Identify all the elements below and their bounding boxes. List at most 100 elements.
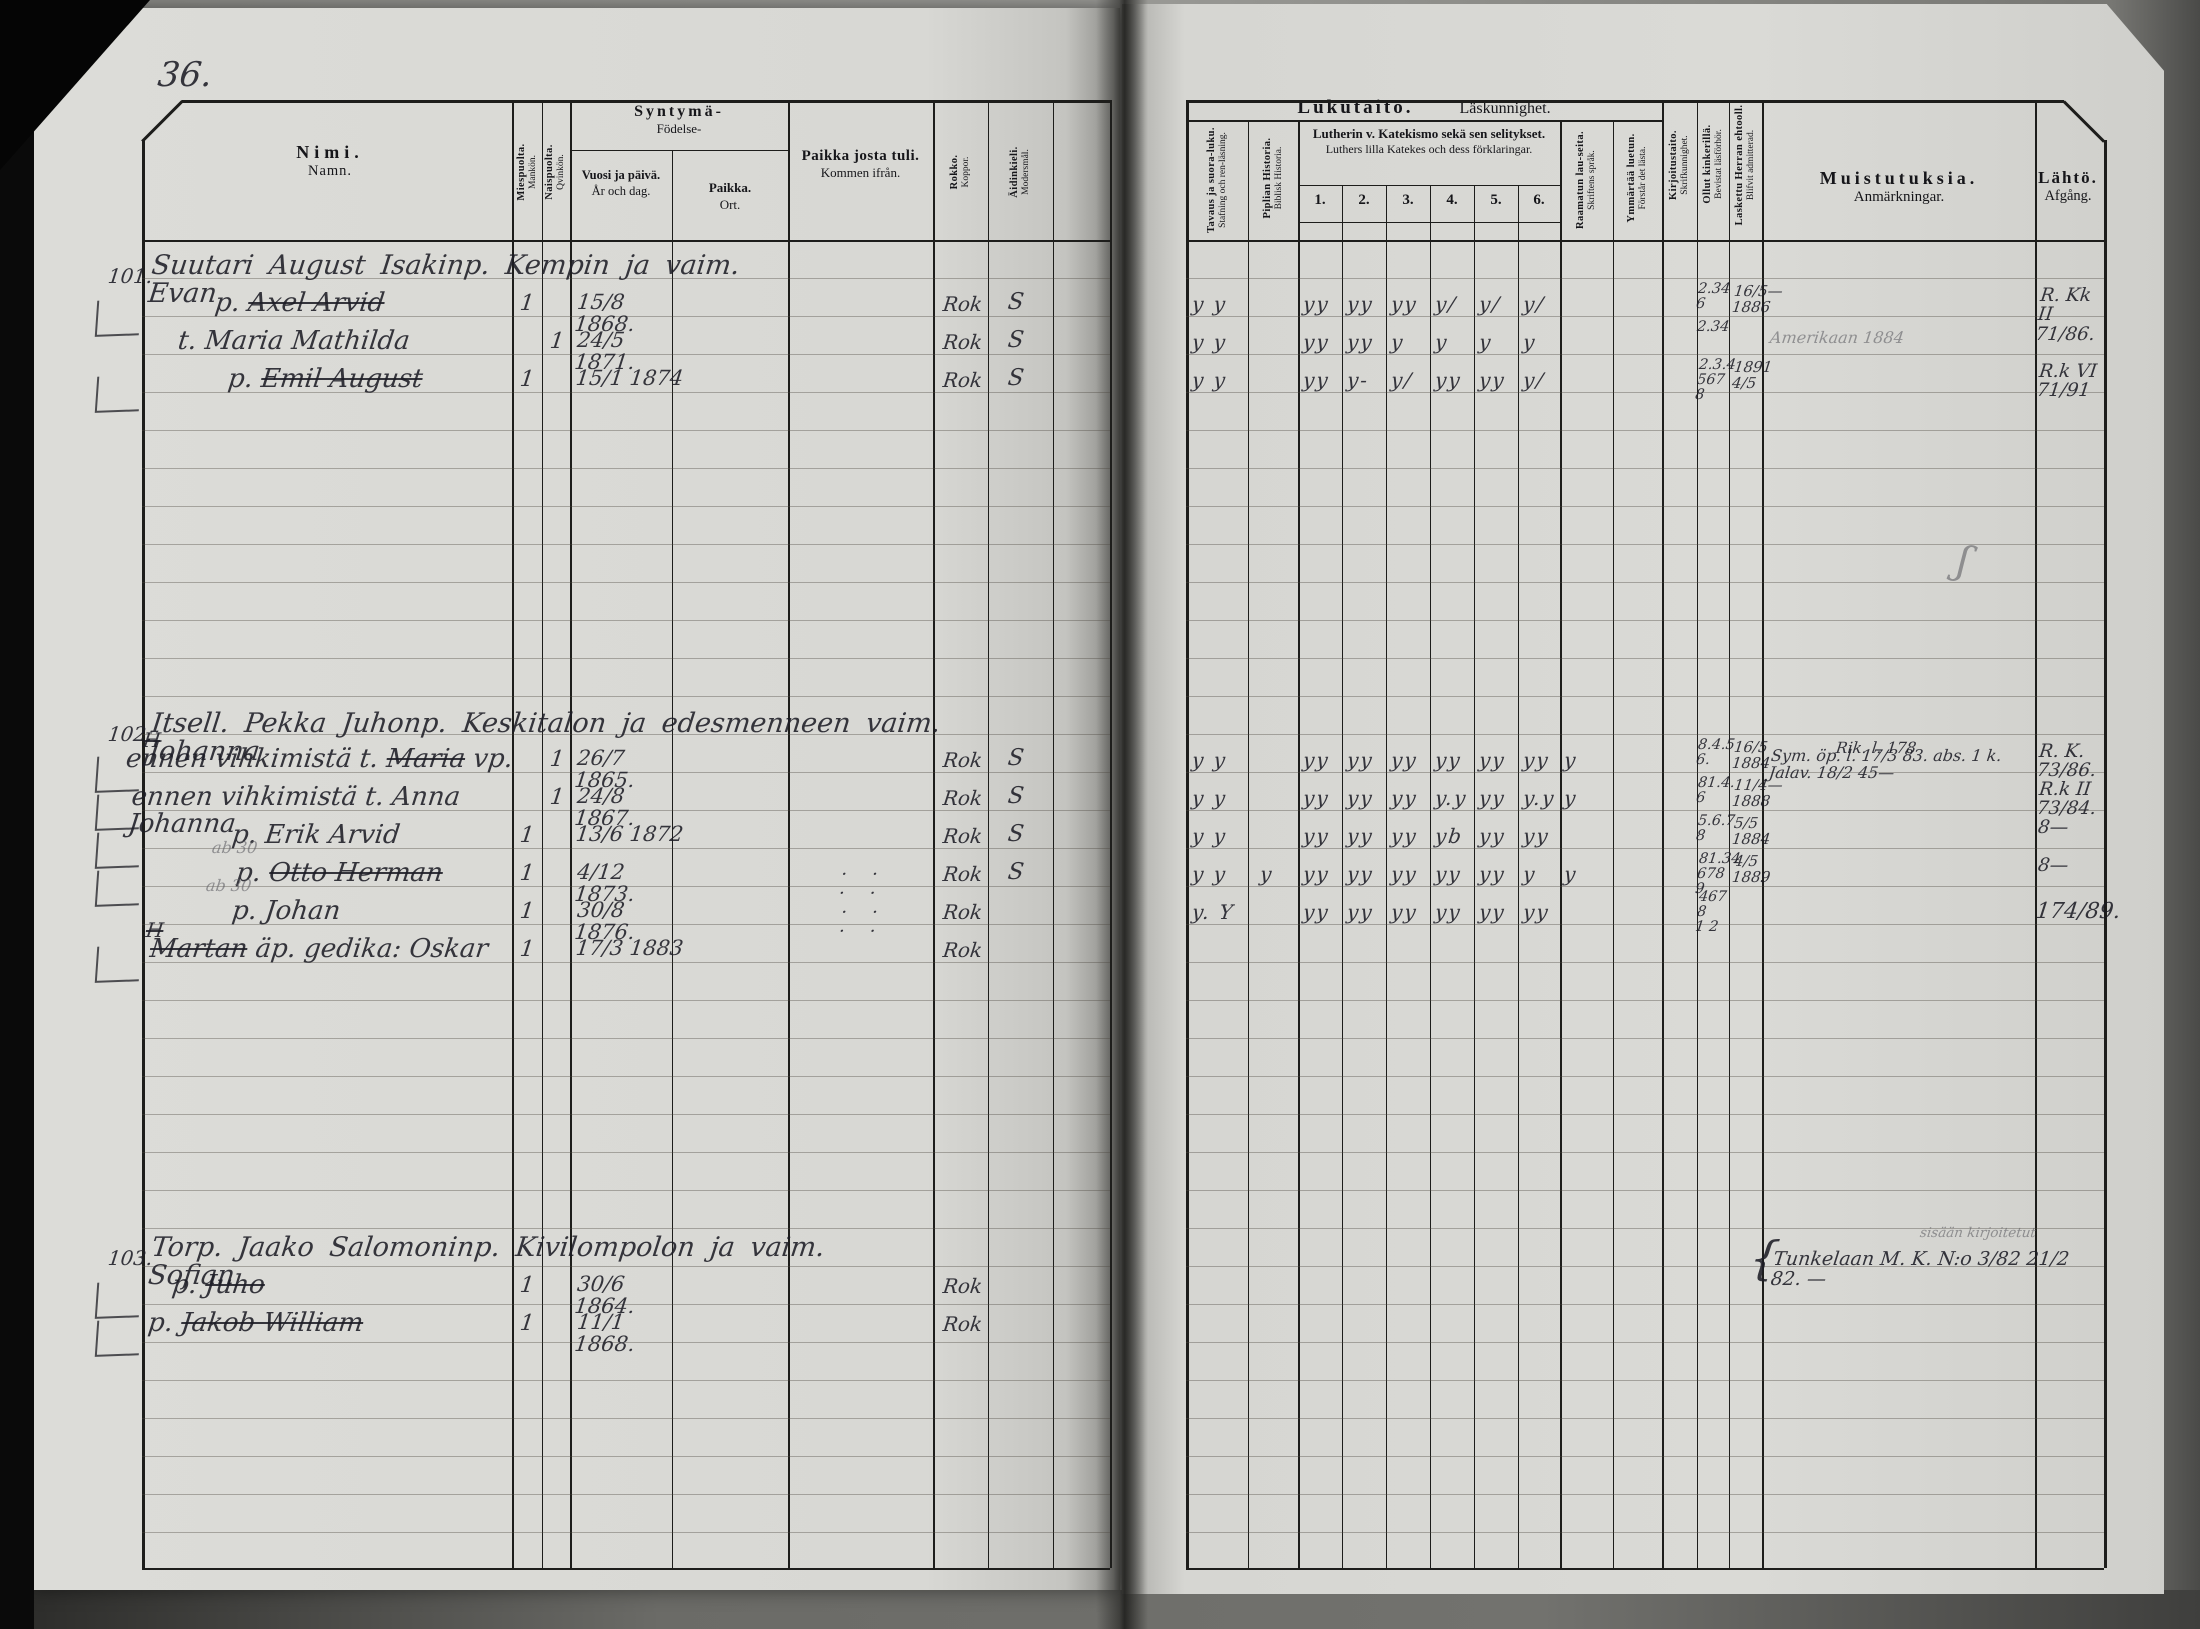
sex-tally-mark: 1 <box>518 823 536 848</box>
reading-mark-katekismo: yy <box>1521 748 1552 772</box>
sex-tally-mark: 1 <box>518 1273 536 1298</box>
reading-mark-katekismo: yy <box>1345 786 1376 810</box>
reading-mark-katekismo: yy <box>1389 786 1420 810</box>
header-tuli-fi: Paikka josta tuli. <box>801 148 920 164</box>
column-header-tavaus: Tavaus ja suora-luku. Stafning och ren-l… <box>1195 110 1239 250</box>
header-ymmartaa-fi: Ymmärtää luetun. <box>1625 133 1637 223</box>
kinkerit-note: 2.3.4 567 8 <box>1694 357 1737 404</box>
table-line <box>142 354 1110 355</box>
table-line <box>142 240 1110 242</box>
margin-annotation: Tunkelaan M. K. N:o 3/82 21/2 82. — <box>1769 1248 2071 1290</box>
table-line <box>2104 140 2107 1568</box>
column-header-ymmartaa: Ymmärtää luetun. Förstår det lästa. <box>1617 108 1657 248</box>
column-header-lahto: Lähtö. Afgång. <box>2033 168 2103 205</box>
reading-mark-katekismo: y/ <box>1433 292 1459 316</box>
table-line <box>142 468 1110 469</box>
margin-annotation: Rik. l. 178 <box>1834 739 1918 757</box>
margin-annotation: H <box>144 918 165 942</box>
member-name: ennen vihkimistä t. Maria vp. <box>124 744 547 774</box>
table-line <box>142 544 1110 545</box>
table-line <box>1186 1304 2104 1305</box>
table-line <box>142 1380 1110 1381</box>
table-line <box>1186 240 2104 242</box>
table-line <box>1186 278 2104 279</box>
table-line <box>142 1304 1110 1305</box>
reading-mark-katekismo: y/ <box>1521 368 1547 392</box>
member-name-part: p. Johan <box>230 896 343 926</box>
sex-tally-mark: 1 <box>518 1311 536 1336</box>
reading-mark-katekismo: yy <box>1477 900 1508 924</box>
reading-mark-katekismo: yy <box>1389 900 1420 924</box>
table-line <box>570 100 572 1568</box>
departure-note: R. K. 73/86. <box>2035 741 2098 782</box>
table-line <box>142 392 1110 393</box>
table-line <box>1186 1228 2104 1229</box>
table-line <box>1560 120 1562 1568</box>
reading-mark-raamattu: y <box>1562 786 1579 810</box>
language-mark: S <box>1006 821 1026 847</box>
language-mark: S <box>1006 327 1026 353</box>
reading-mark-katekismo: yy <box>1389 824 1420 848</box>
language-mark: S <box>1006 783 1026 809</box>
table-line <box>1186 544 2104 545</box>
table-line <box>142 1568 1110 1570</box>
sex-tally-mark: 1 <box>518 899 536 924</box>
member-name-part: p. <box>146 1308 184 1338</box>
table-line <box>142 582 1110 583</box>
member-name-struck: Axel Arvid <box>246 288 387 318</box>
ditto-dots: · · · · <box>837 902 905 942</box>
reading-mark-katekismo: y- <box>1345 368 1371 392</box>
margin-bracket <box>94 1281 142 1319</box>
admitted-date: 5/5 1884 <box>1731 814 1772 848</box>
table-line <box>1386 186 1387 1568</box>
vaccination-mark: Rok <box>941 900 984 924</box>
reading-mark-katekismo: yy <box>1433 900 1464 924</box>
column-header-kinkerit: Ollut kinkerillä. Bevistat läsförhör. <box>1699 94 1727 234</box>
header-raamattu-fi: Raamatun lau-seita. <box>1574 130 1586 230</box>
katekismo-col-5: 5. <box>1490 192 1502 208</box>
margin-bracket <box>94 299 142 337</box>
header-tavaus-sv: Stafning och ren-läsning. <box>1217 132 1228 228</box>
table-line <box>142 1266 1110 1267</box>
margin-bracket <box>94 831 142 869</box>
column-header-katekismo: Lutherin v. Katekismo sekä sen selitykse… <box>1300 126 1558 157</box>
reading-mark-tavaus: y y <box>1190 786 1229 810</box>
table-line <box>672 150 674 1568</box>
header-kinkerit-fi: Ollut kinkerillä. <box>1701 124 1713 204</box>
admitted-date: 11/4— 1888 <box>1731 776 1784 810</box>
header-lahto-sv: Afgång. <box>2044 188 2092 204</box>
header-nimi-sv: Namn. <box>307 163 353 179</box>
table-line <box>1662 100 1664 1568</box>
language-mark: S <box>1006 859 1026 885</box>
table-line <box>142 734 1110 735</box>
table-line <box>142 140 145 1568</box>
member-name-struck: Juho <box>203 1270 267 1300</box>
table-line <box>1186 1190 2104 1191</box>
katekismo-col-2: 2. <box>1358 192 1370 208</box>
sex-tally-mark: 1 <box>548 785 566 810</box>
table-line <box>788 100 790 1568</box>
sex-tally-mark: 1 <box>548 329 566 354</box>
departure-note: R.k VI 71/91 <box>2035 361 2099 402</box>
admitted-date: 1891 4/5 <box>1731 358 1774 392</box>
table-line <box>1186 810 2104 811</box>
table-line <box>1762 100 1764 1568</box>
table-line <box>1729 100 1731 1568</box>
header-rokko-fi: Rokko. <box>948 154 960 190</box>
table-line <box>1186 582 2104 583</box>
reading-mark-katekismo: yy <box>1301 824 1332 848</box>
table-line <box>142 1076 1110 1077</box>
reading-mark-katekismo: yy <box>1345 748 1376 772</box>
katekismo-col-1: 1. <box>1314 192 1326 208</box>
table-line <box>1342 186 1343 1568</box>
reading-mark-katekismo: yy <box>1389 748 1420 772</box>
table-line <box>142 1114 1110 1115</box>
table-line <box>1186 886 2104 887</box>
kinkerit-note: 8.4.5 6. <box>1695 737 1736 769</box>
member-name-part: p. <box>170 1270 208 1300</box>
member-name-part: ennen vihkimistä t. <box>124 744 389 774</box>
table-line <box>142 1456 1110 1457</box>
table-line <box>1186 1114 2104 1115</box>
reading-mark-katekismo: yb <box>1433 824 1465 848</box>
table-line <box>1298 222 1560 224</box>
